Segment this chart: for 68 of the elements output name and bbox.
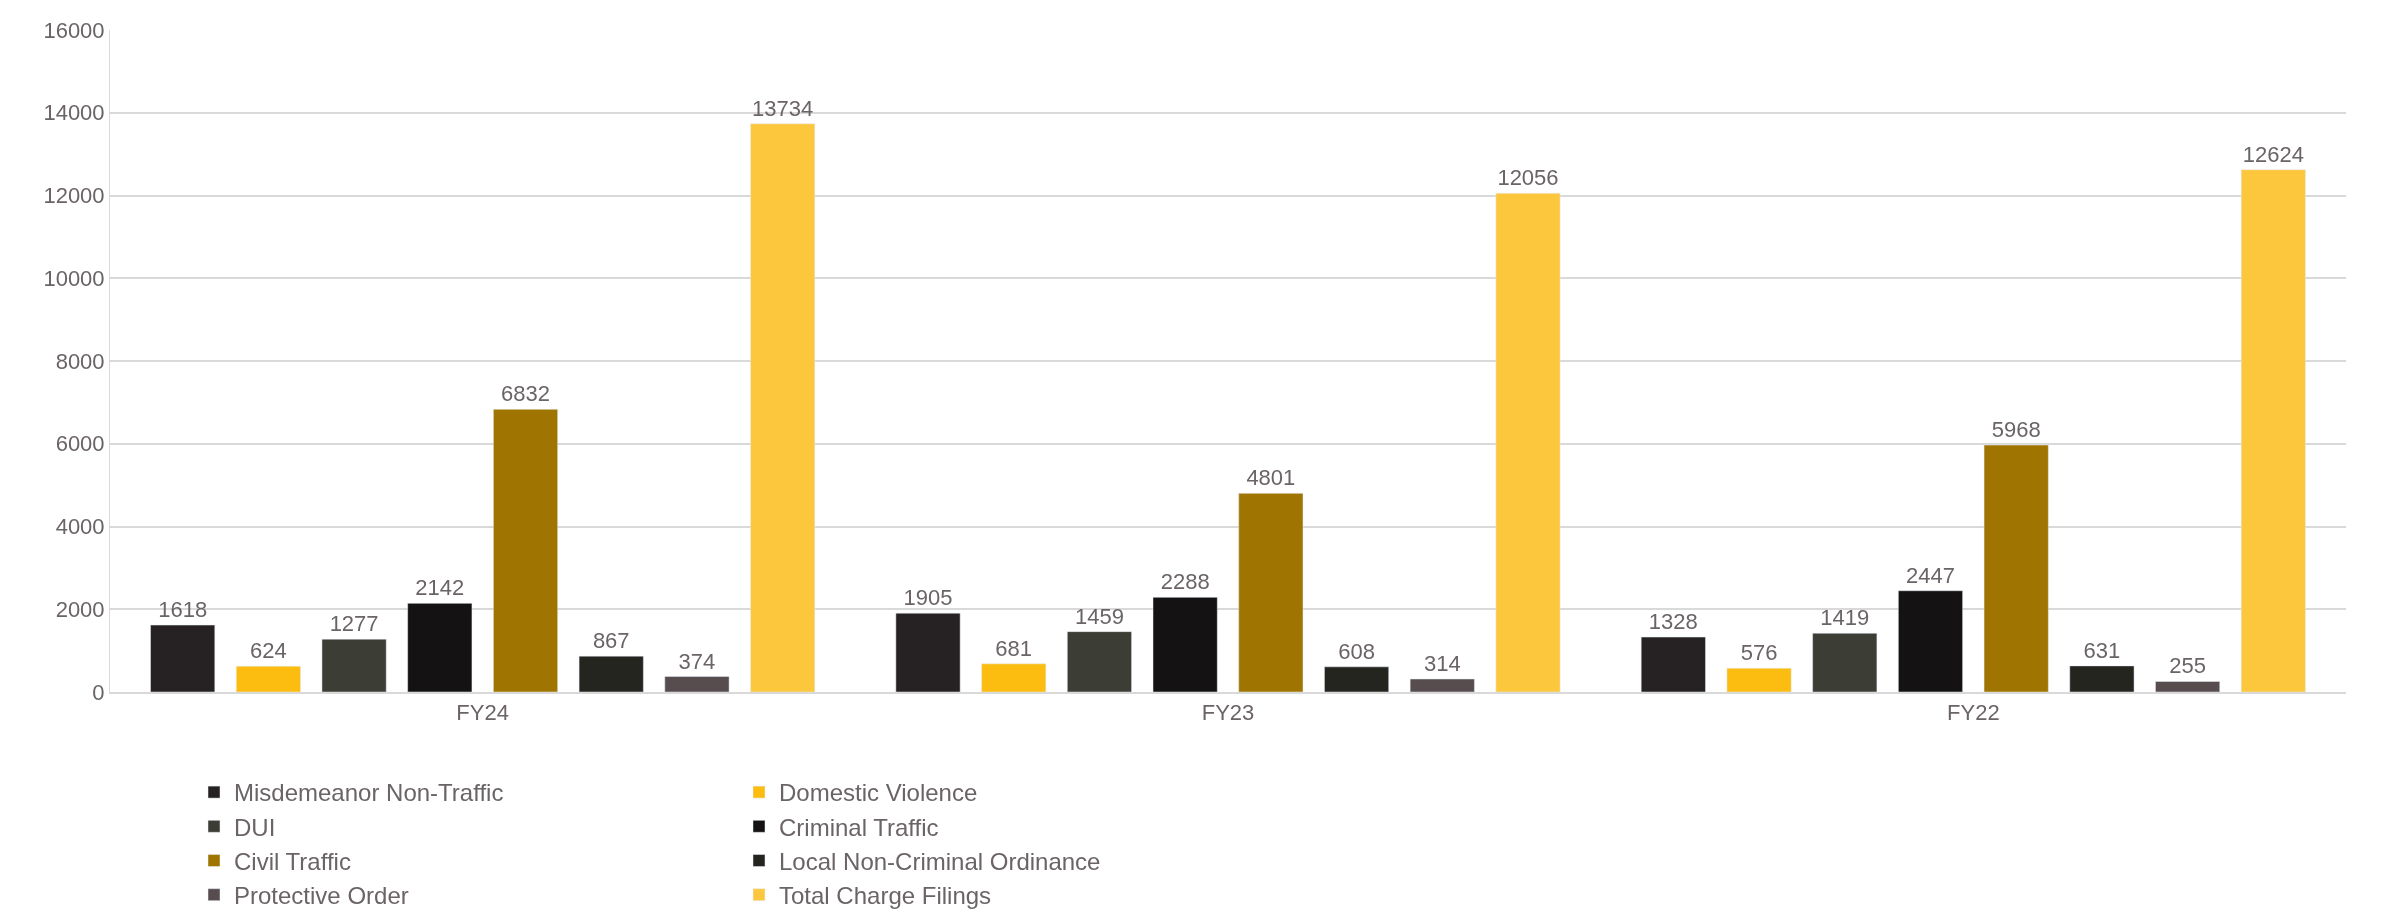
y-tick-label: 12000 <box>43 183 105 209</box>
bar <box>1152 597 1218 692</box>
data-label: 1277 <box>329 611 379 637</box>
data-label: 13734 <box>752 95 814 121</box>
legend-label: Domestic Violence <box>779 779 978 807</box>
bar <box>1983 444 2049 692</box>
bar <box>1898 590 1963 692</box>
data-label: 12624 <box>2242 141 2304 167</box>
bar <box>750 123 816 692</box>
y-tick-label: 14000 <box>43 100 105 126</box>
bar <box>493 409 558 692</box>
bar <box>1409 678 1475 692</box>
bar <box>235 665 301 692</box>
y-tick-label: 8000 <box>55 348 105 374</box>
legend-label: Local Non-Criminal Ordinance <box>779 847 1101 875</box>
bar <box>150 624 216 692</box>
data-label: 2447 <box>1906 562 1955 588</box>
y-tick-label: 10000 <box>43 265 105 291</box>
data-label: 1419 <box>1820 605 1870 631</box>
bar <box>1324 666 1389 692</box>
data-label: 1905 <box>903 585 953 611</box>
data-label: 631 <box>2083 637 2121 663</box>
bar <box>2155 681 2221 692</box>
bar <box>2240 169 2306 692</box>
legend-label: Civil Traffic <box>234 847 351 875</box>
x-tick-label: FY23 <box>1201 700 1255 726</box>
data-label: 255 <box>2169 653 2206 679</box>
data-label: 576 <box>1740 640 1778 666</box>
bar <box>321 638 387 692</box>
data-label: 2288 <box>1160 569 1210 595</box>
y-tick-label: 6000 <box>55 431 105 457</box>
legend-label: Total Charge Filings <box>779 882 992 910</box>
bar <box>1640 636 1706 692</box>
bar <box>1812 633 1878 692</box>
bar <box>1495 192 1561 692</box>
y-tick-label: 4000 <box>55 514 105 540</box>
data-label: 6832 <box>501 381 550 407</box>
x-tick-label: FY24 <box>456 700 509 726</box>
data-label: 1618 <box>158 597 208 623</box>
bar <box>407 603 473 692</box>
bar <box>578 655 644 692</box>
legend-label: DUI <box>234 813 276 841</box>
data-label: 5968 <box>1991 417 2041 443</box>
data-label: 681 <box>995 635 1033 661</box>
bar <box>981 663 1047 692</box>
bar <box>1726 667 1792 692</box>
data-label: 608 <box>1338 638 1375 664</box>
legend-label: Misdemeanor Non-Traffic <box>234 779 504 807</box>
y-tick-label: 2000 <box>55 596 105 622</box>
bar <box>1238 493 1304 692</box>
data-label: 624 <box>250 638 287 664</box>
data-label: 12056 <box>1497 165 1559 191</box>
x-tick-label: FY22 <box>1947 700 2000 726</box>
data-label: 2142 <box>415 575 465 601</box>
legend-label: Criminal Traffic <box>779 813 939 841</box>
data-label: 867 <box>592 628 630 654</box>
legend-label: Protective Order <box>234 882 409 910</box>
data-label: 314 <box>1423 651 1461 677</box>
bar <box>664 676 730 692</box>
bar <box>2069 665 2135 692</box>
bar <box>895 612 961 692</box>
bar <box>1067 631 1132 692</box>
data-label: 1459 <box>1074 603 1124 629</box>
data-label: 4801 <box>1246 465 1296 491</box>
y-tick-label: 0 <box>92 679 105 705</box>
y-tick-label: 16000 <box>43 17 105 43</box>
data-label: 374 <box>678 648 716 674</box>
data-label: 1328 <box>1648 609 1698 635</box>
